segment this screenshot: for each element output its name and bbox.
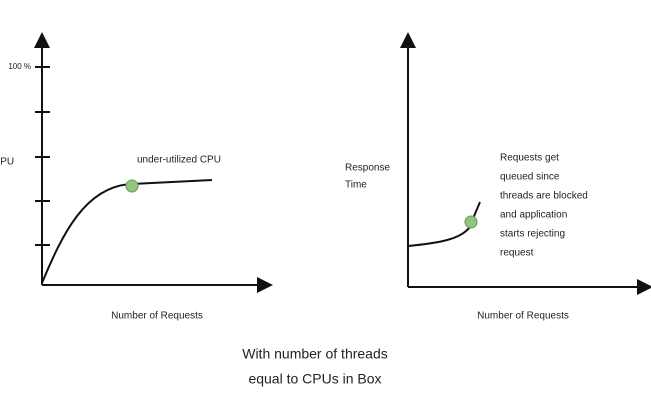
annotation: queued since [500,172,560,183]
annotation: and application [500,210,567,221]
caption: equal to CPUs in Box [248,371,381,387]
y-axis-label: CPU [0,157,14,168]
annotation: Requests get [500,153,559,164]
y-axis-label: Time [345,180,367,191]
annotation: request [500,248,534,259]
marker [464,215,478,229]
curve [41,179,213,284]
annotation: under-utilized CPU [137,155,221,166]
x-axis-label: Number of Requests [111,311,203,322]
annotation: starts rejecting [500,229,565,240]
marker [125,179,139,193]
right-panel: Response Time Requests get queued since … [345,32,651,322]
annotation: threads are blocked [500,191,588,202]
y-axis-label: Response [345,163,390,174]
caption: With number of threads [242,346,388,362]
left-panel: 100 % CPU under-utilized CPU Number of R… [0,32,273,322]
tick-label: 100 % [8,62,31,71]
x-axis-label: Number of Requests [477,311,569,322]
